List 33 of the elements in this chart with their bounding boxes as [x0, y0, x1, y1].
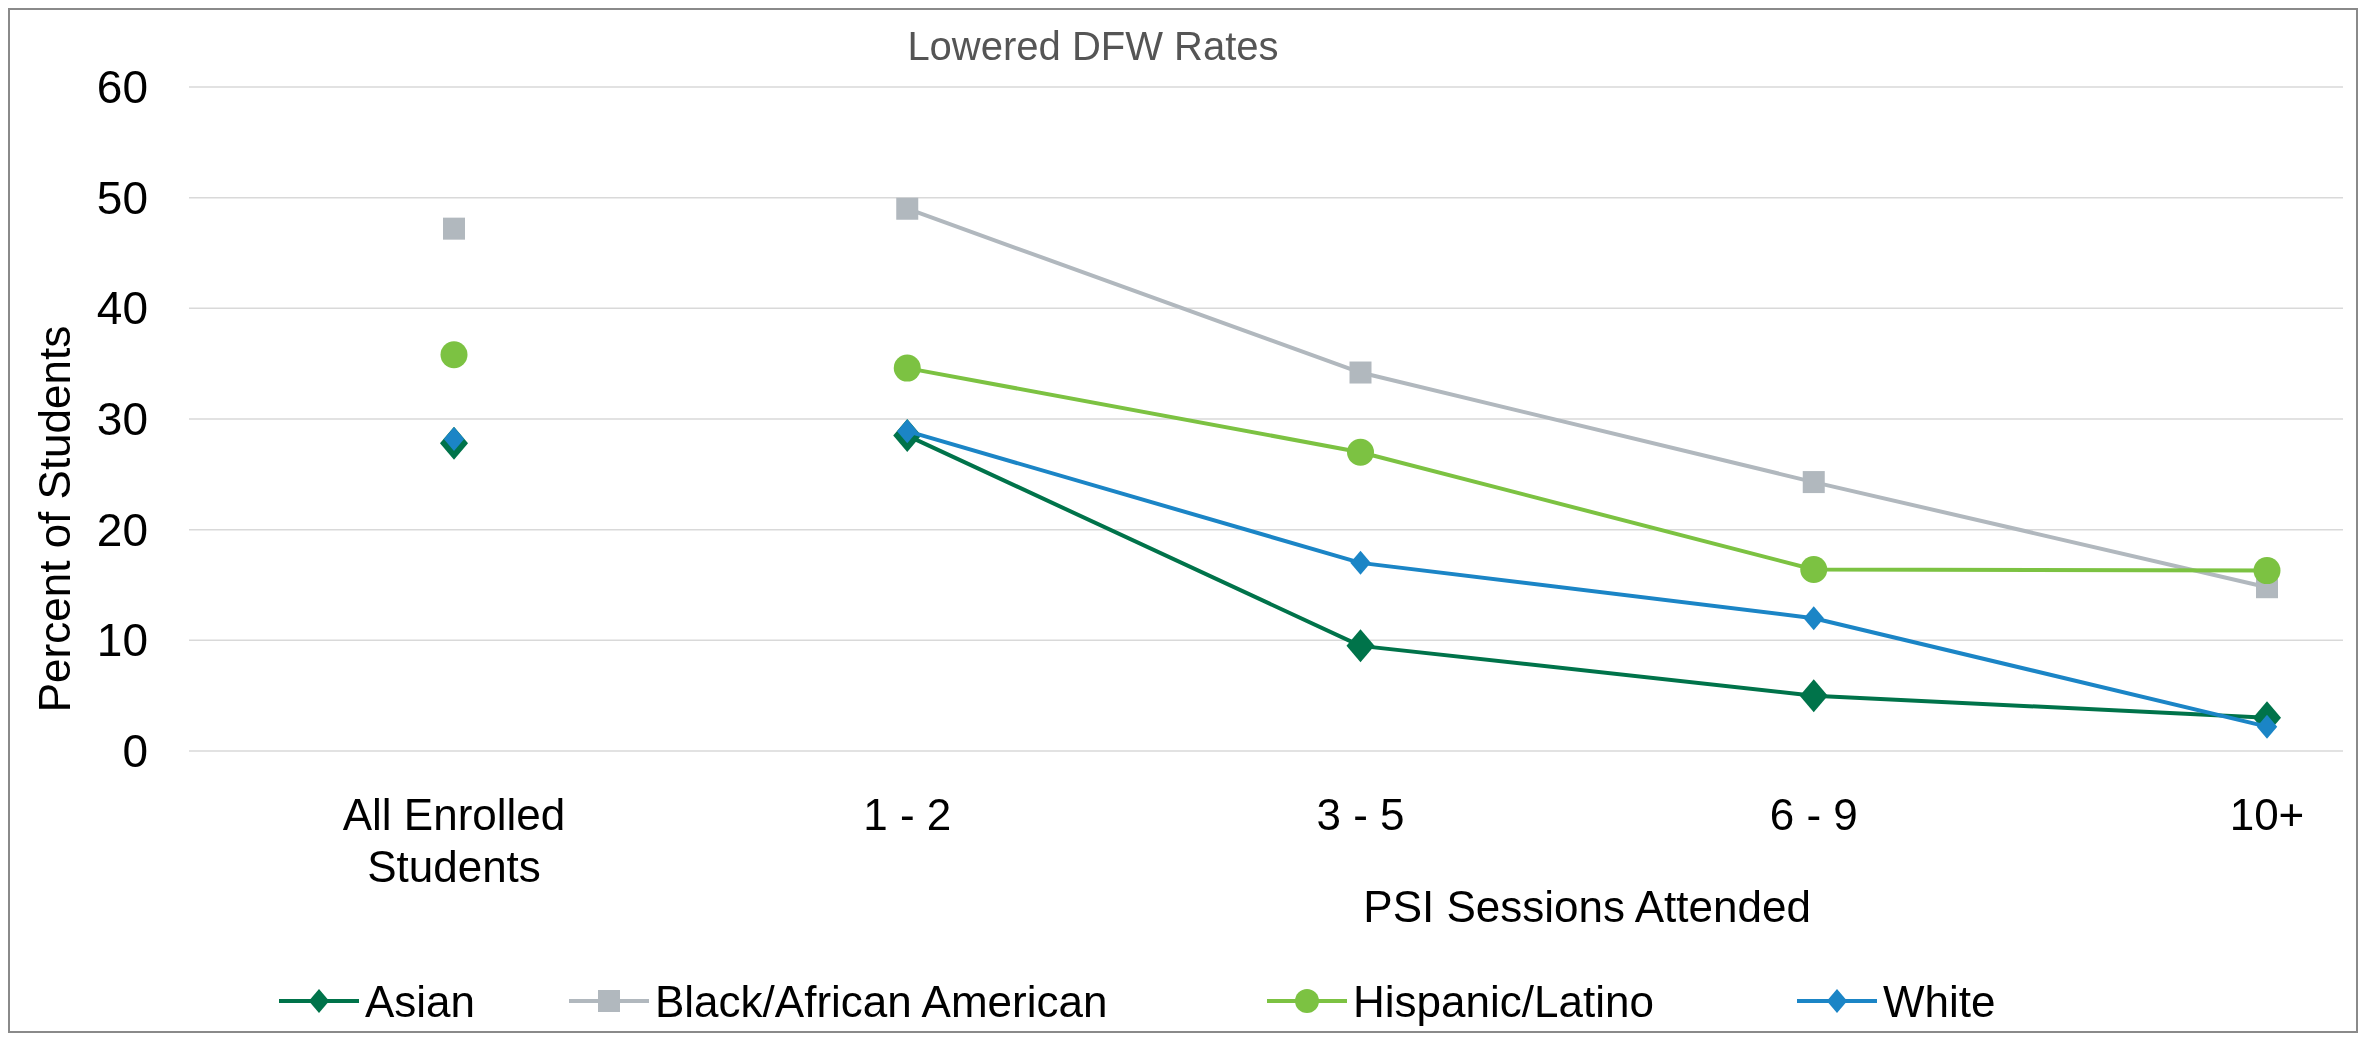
y-axis-title: Percent of Students: [30, 325, 79, 713]
y-tick-label: 60: [96, 61, 148, 113]
point: [443, 217, 465, 240]
y-tick-label: 0: [122, 725, 148, 777]
point: [1346, 629, 1375, 663]
y-tick-label: 40: [96, 282, 148, 335]
point: [896, 197, 919, 220]
point: [2256, 714, 2278, 739]
point: [1802, 471, 1825, 494]
y-tick-label: 20: [96, 503, 148, 556]
chart-title: Lowered DFW Rates: [907, 24, 1279, 68]
point: [440, 341, 468, 369]
point: [1803, 606, 1824, 631]
x-tick-label: 6 - 9: [1769, 790, 1858, 839]
point: [1800, 556, 1828, 584]
x-axis-title: PSI Sessions Attended: [1363, 882, 1811, 931]
point: [1799, 679, 1828, 713]
x-tick-label: 10+: [2229, 790, 2305, 839]
legend-label: Black/African American: [655, 977, 1108, 1026]
point: [2253, 557, 2281, 585]
point: [1350, 550, 1371, 575]
y-tick-label: 50: [96, 171, 148, 224]
x-tick-label: All Enrolled Students: [342, 790, 566, 891]
x-tick-label: 1 - 2: [863, 790, 952, 839]
legend-label: White: [1883, 977, 1996, 1026]
point: [893, 354, 921, 382]
legend-label: Hispanic/Latino: [1353, 977, 1654, 1026]
point: [1349, 361, 1372, 384]
y-tick-label: 10: [96, 614, 148, 667]
x-tick-label: 3 - 5: [1316, 790, 1405, 839]
point: [1347, 438, 1374, 466]
legend-label: Asian: [365, 977, 476, 1026]
y-tick-label: 30: [96, 393, 148, 445]
